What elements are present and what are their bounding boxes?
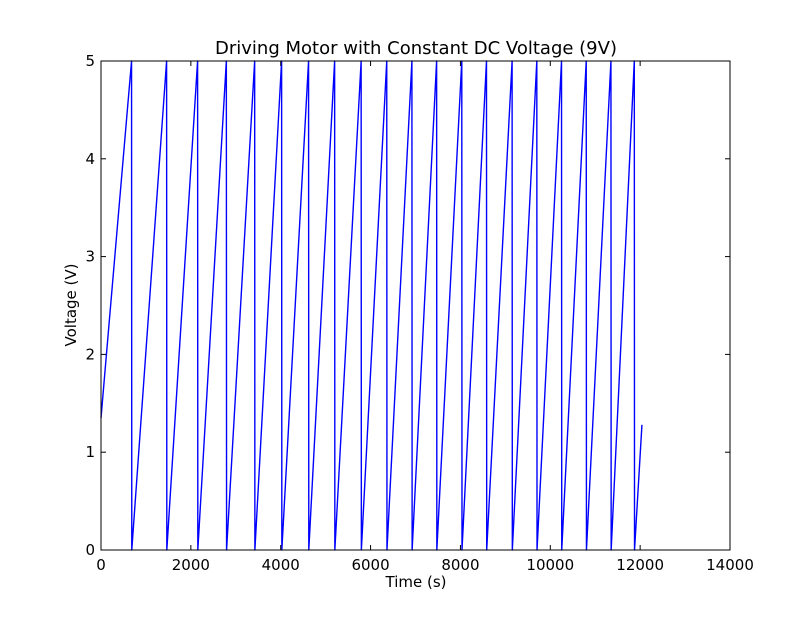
series-line-1 — [100, 60, 643, 551]
x-tick-label: 6000 — [351, 556, 389, 574]
x-tick-label: 12000 — [616, 556, 664, 574]
axis-ticks: 0 2000 4000 6000 8000 10000 12000 14000 0 1 2 3 4 5 — [85, 52, 753, 574]
x-tick-label: 10000 — [526, 556, 574, 574]
y-tick-label: 3 — [85, 248, 95, 266]
y-tick-label: 5 — [85, 52, 95, 70]
chart-title: Driving Motor with Constant DC Voltage (… — [215, 38, 617, 59]
y-axis-label: Voltage (V) — [62, 264, 80, 347]
y-tick-label: 4 — [85, 150, 95, 168]
plot-area — [100, 60, 643, 551]
x-tick-label: 2000 — [172, 556, 210, 574]
x-tick-label: 4000 — [262, 556, 300, 574]
x-tick-label: 0 — [96, 556, 106, 574]
plot-frame — [100, 60, 731, 551]
y-tick-label: 2 — [85, 345, 95, 363]
x-tick-label: 8000 — [441, 556, 479, 574]
y-tick-label: 0 — [85, 541, 95, 559]
y-tick-label: 1 — [85, 443, 95, 461]
x-axis-label: Time (s) — [385, 573, 447, 591]
x-tick-label: 14000 — [706, 556, 754, 574]
